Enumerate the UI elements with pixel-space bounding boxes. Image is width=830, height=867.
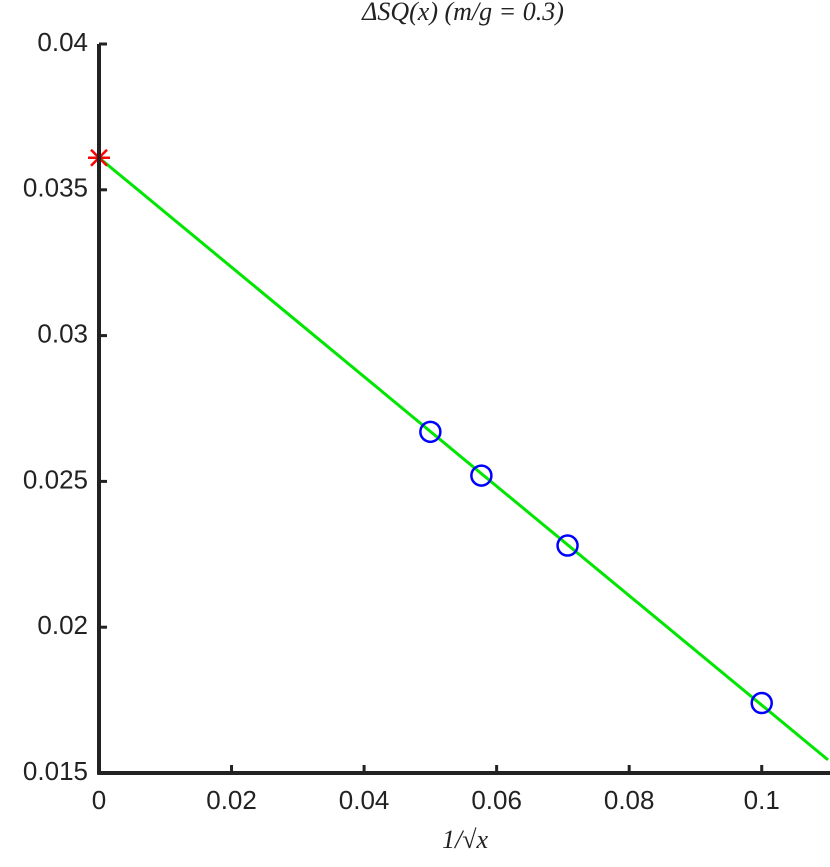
x-tick-label: 0.02	[206, 785, 257, 815]
x-tick-label: 0.06	[471, 785, 522, 815]
y-tick-label: 0.035	[23, 173, 88, 203]
data-point	[470, 464, 493, 487]
x-axis-label: 1/√x	[442, 825, 488, 854]
data-point	[556, 534, 579, 557]
y-tick-label: 0.04	[37, 27, 88, 57]
y-tick-label: 0.025	[23, 464, 88, 494]
x-tick-label: 0	[92, 785, 106, 815]
x-tick-label: 0.04	[339, 785, 390, 815]
x-tick-label: 0.08	[604, 785, 655, 815]
y-tick-label: 0.02	[37, 610, 88, 640]
chart-title: ΔSQ(x) (m/g = 0.3)	[361, 0, 564, 26]
data-point	[419, 420, 442, 444]
fit-line	[98, 156, 829, 762]
x-tick-label: 0.1	[744, 785, 780, 815]
y-tick-label: 0.015	[23, 756, 88, 786]
data-point	[750, 691, 773, 715]
y-tick-label: 0.03	[37, 318, 88, 348]
